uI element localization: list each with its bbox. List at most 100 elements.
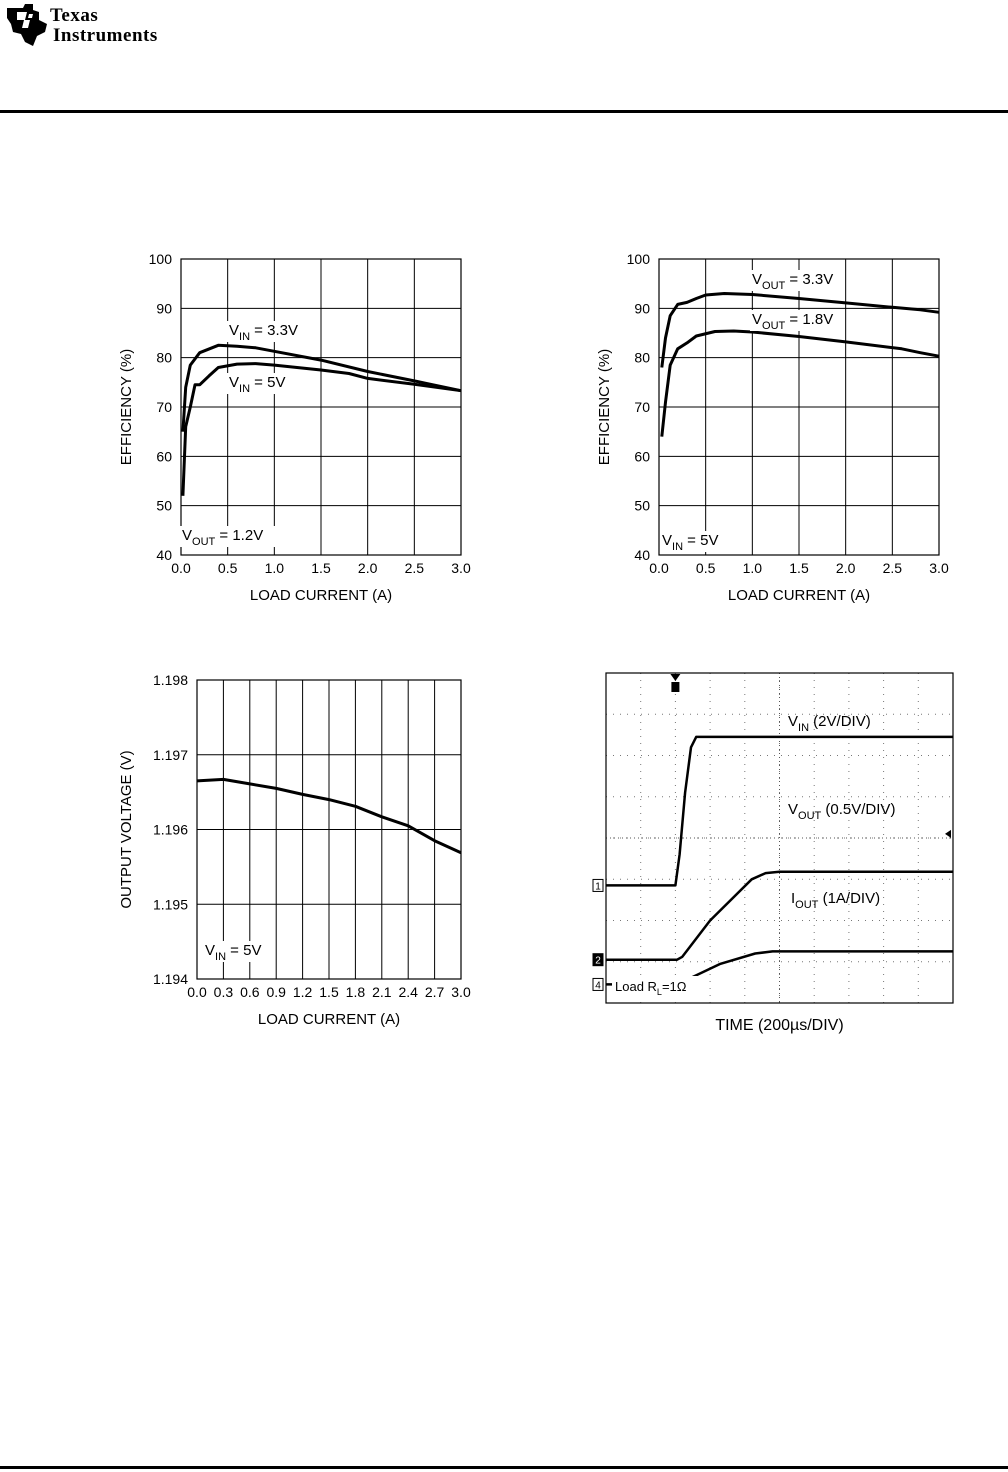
logo-line2: Instruments — [53, 25, 158, 46]
scope-x-axis-label: TIME (200µs/DIV) — [715, 1017, 843, 1034]
chart1-x-axis-label: LOAD CURRENT (A) — [250, 587, 392, 604]
chart3-x-tick-label: 2.1 — [372, 984, 392, 1000]
chart2-x-tick-label: 2.0 — [836, 560, 856, 576]
chart1-x-tick-label: 3.0 — [451, 560, 471, 576]
chart1-y-axis-label: EFFICIENCY (%) — [118, 349, 135, 465]
chart2-series-line-2 — [660, 329, 940, 437]
scope-capture: 1 2 4 VIN (2V/DIV) VOUT (0.5V/DIV) IOUT (1A/D… — [590, 668, 958, 1038]
chart2-x-tick-label: 1.5 — [789, 560, 809, 576]
company-logo-text: Texas Instruments — [50, 6, 158, 46]
chart2-y-tick-label: 70 — [634, 399, 650, 415]
footer-rule — [0, 1466, 1008, 1469]
chart3-series-line-1 — [196, 777, 462, 855]
ti-logo-icon — [7, 4, 47, 46]
efficiency-chart-vin-5v: 0.0 0.5 1.0 1.5 2.0 2.5 3.0 40 50 60 70 80 90 100 LOAD… — [594, 248, 954, 610]
chart1-y-tick-label: 90 — [156, 300, 172, 316]
chart3-x-tick-label: 0.9 — [266, 984, 286, 1000]
chart2-y-tick-label: 50 — [634, 498, 650, 514]
chart1-x-tick-label: 1.0 — [265, 560, 285, 576]
chart3-y-tick-label: 1.195 — [153, 896, 188, 912]
chart3-x-tick-label: 3.0 — [451, 984, 471, 1000]
output-voltage-chart: 0.0 0.3 0.6 0.9 1.2 1.5 1.8 2.1 2.4 2.7 3.0 1.194 1.… — [116, 668, 476, 1033]
chart2-annotation-3: VIN = 5V — [662, 532, 718, 553]
trigger-position-icon — [671, 682, 680, 692]
chart3-x-axis-label: LOAD CURRENT (A) — [258, 1011, 400, 1028]
chart2-x-tick-label: 0.0 — [649, 560, 669, 576]
chart3-x-tick-label: 0.3 — [214, 984, 234, 1000]
scope-frame — [605, 672, 954, 1004]
chart1-annotation-bg — [227, 373, 299, 394]
channel-marker-label: 2 — [595, 956, 601, 967]
chart1-annotation-3: VOUT = 1.2V — [182, 527, 263, 548]
channel-marker-label: 4 — [595, 980, 601, 991]
chart2-x-tick-label: 3.0 — [929, 560, 949, 576]
scope-annotation-load: Load RL=1Ω — [615, 979, 687, 997]
channel-marker-label: 1 — [595, 881, 601, 892]
scope-annotation-iout: IOUT (1A/DIV) — [791, 890, 880, 911]
chart2-y-tick-label: 100 — [627, 251, 651, 267]
chart1-series-line-2 — [181, 362, 462, 496]
chart1-x-tick-label: 0.5 — [218, 560, 238, 576]
chart3-x-tick-label: 0.0 — [187, 984, 207, 1000]
chart3-x-tick-label: 1.8 — [346, 984, 366, 1000]
chart2-plot-frame — [658, 258, 940, 556]
chart3-annotation-1: VIN = 5V — [205, 942, 261, 963]
page-header: Texas Instruments — [0, 0, 1008, 113]
chart1-x-tick-label: 2.0 — [358, 560, 378, 576]
chart1-y-tick-label: 60 — [156, 448, 172, 464]
chart2-y-tick-label: 40 — [634, 547, 650, 563]
chart1-x-tick-label: 1.5 — [311, 560, 331, 576]
chart3-y-tick-label: 1.197 — [153, 747, 188, 763]
chart2-annotation-bg — [750, 270, 842, 291]
chart3-x-tick-label: 1.2 — [293, 984, 313, 1000]
chart2-x-tick-label: 0.5 — [696, 560, 716, 576]
efficiency-chart-vout-1p2: 0.0 0.5 1.0 1.5 2.0 2.5 3.0 40 50 60 70 80 90 100 LOAD… — [116, 248, 476, 610]
scope-load-label-bg — [612, 976, 704, 996]
chart1-annotation-bg — [180, 526, 276, 547]
chart3-y-tick-label: 1.196 — [153, 822, 188, 838]
chart3-x-tick-label: 1.5 — [319, 984, 339, 1000]
chart2-annotation-bg — [660, 531, 716, 552]
chart3-annotation-bg — [203, 941, 269, 962]
chart2-annotation-bg — [750, 310, 842, 331]
chart2-y-tick-label: 60 — [634, 448, 650, 464]
chart2-y-tick-label: 80 — [634, 350, 650, 366]
channel-marker-1 — [592, 878, 604, 892]
chart3-y-axis-label: OUTPUT VOLTAGE (V) — [118, 750, 135, 908]
scope-trace-1 — [606, 735, 953, 887]
trigger-level-icon — [945, 829, 951, 838]
scope-capture-svg: 1 2 4 VIN (2V/DIV) VOUT (0.5V/DIV) IOUT (1A/D… — [590, 668, 958, 1038]
chart2-y-axis-label: EFFICIENCY (%) — [596, 349, 613, 465]
chart2-series-line-1 — [660, 292, 940, 368]
chart3-y-tick-label: 1.198 — [153, 672, 188, 688]
chart1-plot-frame — [180, 258, 462, 556]
chart1-x-tick-label: 0.0 — [171, 560, 191, 576]
chart2-x-tick-label: 2.5 — [883, 560, 903, 576]
channel-marker-4 — [592, 977, 604, 991]
chart1-y-tick-label: 40 — [156, 547, 172, 563]
efficiency-chart-vout-1p2-svg: 0.0 0.5 1.0 1.5 2.0 2.5 3.0 40 50 60 70 80 90 100 LOAD… — [116, 248, 476, 610]
chart3-y-tick-label: 1.194 — [153, 971, 188, 987]
logo-line1: Texas — [50, 5, 99, 26]
chart1-annotation-2: VIN = 5V — [229, 374, 285, 395]
chart3-x-tick-label: 0.6 — [240, 984, 260, 1000]
chart1-y-tick-label: 80 — [156, 350, 172, 366]
scope-annotation-vin: VIN (2V/DIV) — [788, 713, 871, 734]
scope-trace-2 — [606, 870, 953, 961]
header-rule — [0, 110, 1008, 113]
chart1-y-tick-label: 70 — [156, 399, 172, 415]
chart3-x-tick-label: 2.7 — [425, 984, 445, 1000]
chart2-y-tick-label: 90 — [634, 300, 650, 316]
chart3-x-tick-label: 2.4 — [398, 984, 418, 1000]
chart2-annotation-1: VOUT = 3.3V — [752, 271, 833, 292]
chart1-x-tick-label: 2.5 — [405, 560, 425, 576]
chart1-annotation-bg — [227, 321, 319, 342]
chart1-annotation-1: VIN = 3.3V — [229, 322, 298, 343]
chart2-x-axis-label: LOAD CURRENT (A) — [728, 587, 870, 604]
channel-marker-2 — [592, 953, 604, 967]
chart3-plot-frame — [196, 679, 462, 980]
chart1-y-tick-label: 100 — [149, 251, 173, 267]
chart1-series-line-1 — [181, 343, 462, 432]
chart1-y-tick-label: 50 — [156, 498, 172, 514]
efficiency-chart-vin-5v-svg: 0.0 0.5 1.0 1.5 2.0 2.5 3.0 40 50 60 70 80 90 100 LOAD… — [594, 248, 954, 610]
